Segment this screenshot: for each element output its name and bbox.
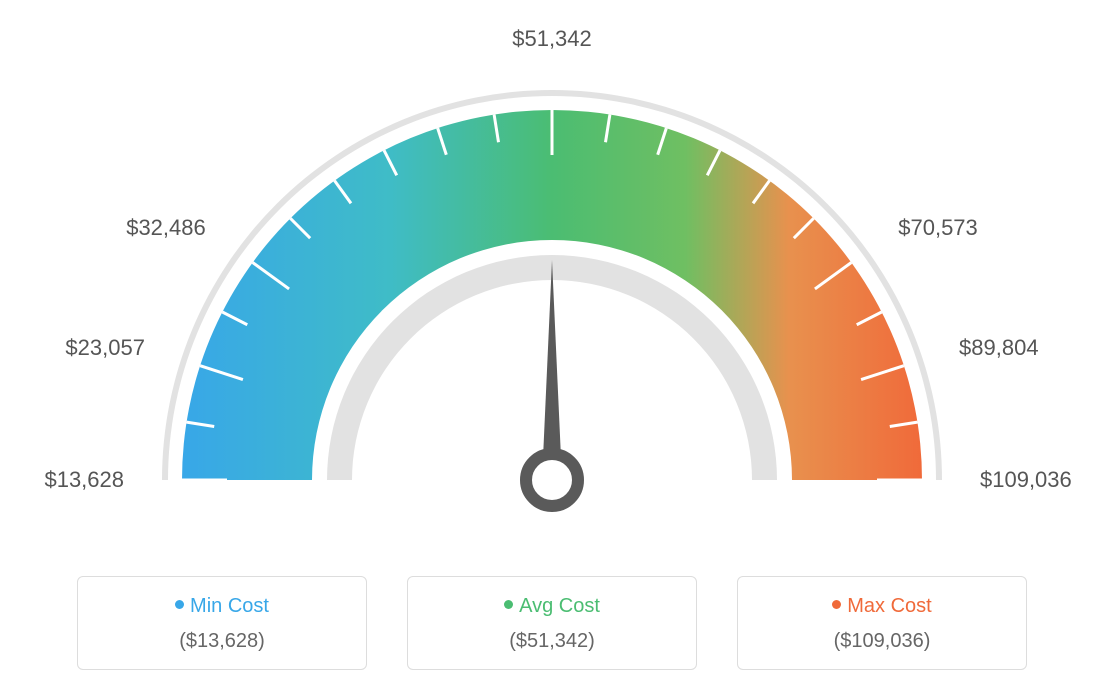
dot-icon: [832, 600, 841, 609]
tick-label: $51,342: [512, 26, 592, 52]
cost-gauge-chart: { "gauge": { "type": "gauge", "center_x"…: [0, 0, 1104, 690]
legend-row: Min Cost ($13,628) Avg Cost ($51,342) Ma…: [0, 576, 1104, 670]
legend-min: Min Cost ($13,628): [77, 576, 367, 670]
tick-label: $109,036: [980, 467, 1072, 493]
legend-avg-title: Avg Cost: [418, 595, 686, 618]
legend-avg: Avg Cost ($51,342): [407, 576, 697, 670]
legend-min-title: Min Cost: [88, 595, 356, 618]
legend-max-title-text: Max Cost: [847, 595, 931, 617]
legend-avg-value: ($51,342): [418, 630, 686, 653]
legend-max-value: ($109,036): [748, 630, 1016, 653]
tick-label: $13,628: [44, 467, 124, 493]
tick-label: $70,573: [898, 215, 978, 241]
gauge-area: $13,628 $23,057 $32,486 $51,342 $70,573 $89,8…: [0, 0, 1104, 540]
tick-label: $89,804: [959, 335, 1039, 361]
tick-label: $32,486: [126, 215, 206, 241]
dot-icon: [175, 600, 184, 609]
legend-min-title-text: Min Cost: [190, 595, 269, 617]
legend-max: Max Cost ($109,036): [737, 576, 1027, 670]
tick-label: $23,057: [65, 335, 145, 361]
legend-max-title: Max Cost: [748, 595, 1016, 618]
legend-avg-title-text: Avg Cost: [519, 595, 600, 617]
dot-icon: [504, 600, 513, 609]
legend-min-value: ($13,628): [88, 630, 356, 653]
needle: [542, 260, 562, 480]
needle-hub: [526, 454, 578, 506]
gauge-svg: [0, 0, 1104, 540]
